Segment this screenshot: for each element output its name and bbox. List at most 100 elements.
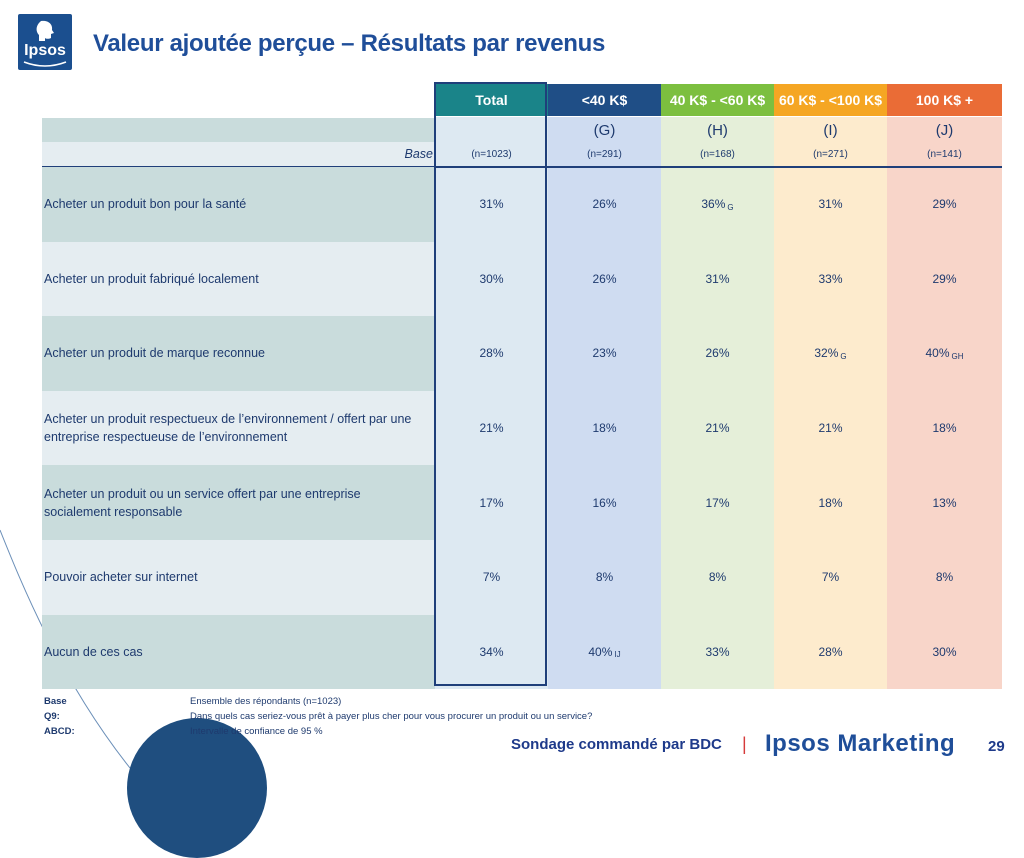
base-row: Base (n=1023) (n=291) (n=168) (n=271) (n…	[42, 142, 1002, 168]
footer-separator: |	[742, 734, 747, 754]
letter-h: (H)	[707, 121, 728, 139]
value-cell: 13%	[887, 465, 1002, 540]
value-cell: 21%	[774, 391, 887, 466]
value-text: 18%	[818, 495, 843, 510]
value-cell: 21%	[435, 391, 548, 466]
header-under-40k: <40 K$	[548, 84, 661, 116]
value-cell: 23%	[548, 316, 661, 391]
value-cell: 7%	[774, 540, 887, 615]
value-cell: 8%	[661, 540, 774, 615]
column-bg-h	[661, 117, 774, 689]
value-text: 31%	[818, 197, 843, 212]
value-text: 40%	[925, 346, 950, 361]
value-text: 26%	[592, 271, 617, 286]
ipsos-marketing-logo: Ipsos Marketing	[765, 730, 956, 757]
value-cell: 18%	[774, 465, 887, 540]
value-cell: 7%	[435, 540, 548, 615]
value-text: 21%	[479, 421, 504, 436]
base-i: (n=271)	[813, 148, 848, 160]
base-g: (n=291)	[587, 148, 622, 160]
row-label-bg	[42, 614, 435, 690]
value-cell: 33%	[774, 242, 887, 317]
letter-row-label-bg	[42, 118, 435, 142]
significance-marker: GH	[951, 351, 964, 361]
value-text: 21%	[818, 421, 843, 436]
row-label: Pouvoir acheter sur internet	[44, 570, 198, 585]
value-text: 18%	[592, 421, 617, 436]
letter-j: (J)	[935, 121, 954, 139]
value-text: 21%	[705, 421, 730, 436]
logo-arc	[23, 61, 67, 67]
row-label-bg	[42, 316, 435, 391]
letter-i: (I)	[823, 121, 838, 139]
note-text: Dans quels cas seriez-vous prêt à payer …	[190, 711, 593, 722]
value-text: 30%	[479, 271, 504, 286]
header-100k-plus: 100 K$ +	[887, 84, 1002, 116]
value-text: 26%	[592, 197, 617, 212]
column-bg-total	[435, 117, 548, 689]
column-bg-j	[887, 117, 1002, 689]
base-row-label-bg	[42, 142, 435, 166]
row-label: Aucun de ces cas	[44, 644, 143, 659]
header-total: Total	[435, 84, 548, 116]
base-label: Base	[404, 147, 434, 161]
value-text: 8%	[708, 570, 727, 585]
value-cell: 31%	[435, 167, 548, 242]
value-cell: 8%	[548, 540, 661, 615]
value-text: 8%	[595, 570, 614, 585]
value-text: 36%	[701, 197, 726, 212]
value-cell: 18%	[548, 391, 661, 466]
column-bg-g	[548, 117, 661, 689]
value-cell: 26%	[548, 167, 661, 242]
value-text: 33%	[705, 644, 730, 659]
base-h: (n=168)	[700, 148, 735, 160]
value-cell: 17%	[435, 465, 548, 540]
value-cell: 29%	[887, 242, 1002, 317]
letter-row: (G) (H) (I) (J)	[42, 118, 1002, 142]
row-label-bg	[42, 465, 435, 540]
value-cell: 30%	[435, 242, 548, 317]
value-text: 28%	[479, 346, 504, 361]
value-text: 7%	[482, 570, 501, 585]
header-60k-100k: 60 K$ - <100 K$	[774, 84, 887, 116]
value-cell: 16%	[548, 465, 661, 540]
value-cell: 33%	[661, 615, 774, 690]
column-bg-i	[774, 117, 887, 689]
header-40k-60k: 40 K$ - <60 K$	[661, 84, 774, 116]
value-text: 30%	[932, 644, 957, 659]
value-cell: 26%	[661, 316, 774, 391]
head-profile-icon	[36, 20, 54, 41]
value-cell: 8%	[887, 540, 1002, 615]
ipsos-logo: Ipsos	[18, 14, 72, 70]
value-cell: 28%	[435, 316, 548, 391]
value-cell: 34%	[435, 615, 548, 690]
value-text: 13%	[932, 495, 957, 510]
value-text: 40%	[588, 644, 613, 659]
value-cell: 36% G	[661, 167, 774, 242]
note-key: ABCD:	[44, 726, 75, 737]
value-cell: 40% IJ	[548, 615, 661, 690]
value-text: 17%	[479, 495, 504, 510]
decorative-circle	[127, 718, 267, 858]
row-label: Acheter un produit ou un service offert …	[44, 486, 361, 519]
value-text: 34%	[479, 644, 504, 659]
value-text: 33%	[818, 271, 843, 286]
value-text: 26%	[705, 346, 730, 361]
note-key: Base	[44, 696, 67, 707]
letter-g: (G)	[593, 121, 616, 139]
row-label: Acheter un produit bon pour la santé	[44, 197, 247, 212]
value-text: 32%	[814, 346, 839, 361]
row-label-bg	[42, 167, 435, 242]
value-text: 7%	[821, 570, 840, 585]
value-cell: 26%	[548, 242, 661, 317]
value-text: 17%	[705, 495, 730, 510]
note-text: Ensemble des répondants (n=1023)	[190, 696, 342, 707]
table-row: Acheter un produit fabriqué localement 30…	[42, 241, 1002, 317]
table-row: Aucun de ces cas 34% 40% IJ 33% 28% 30%	[42, 614, 1002, 690]
row-label-bg	[42, 390, 435, 466]
logo-text: Ipsos	[24, 42, 66, 59]
base-j: (n=141)	[927, 148, 962, 160]
note-text: Intervalle de confiance de 95 %	[190, 726, 323, 737]
value-text: 29%	[932, 271, 957, 286]
value-cell: 31%	[661, 242, 774, 317]
